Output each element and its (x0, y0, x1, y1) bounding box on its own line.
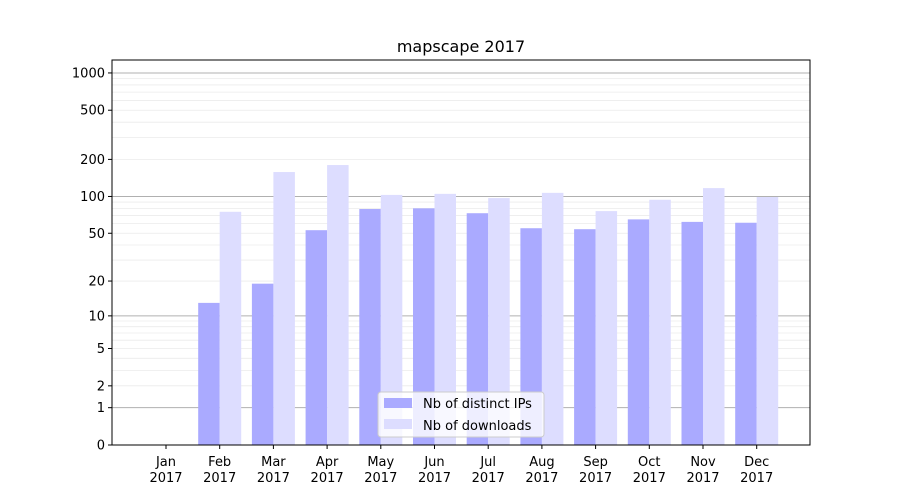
bar-distinct-ips (251, 283, 274, 445)
x-tick-label: Sep 2017 (579, 455, 612, 486)
x-tick-label: Jun 2017 (418, 455, 451, 486)
bar-downloads (273, 172, 295, 445)
y-tick-label: 50 (88, 227, 105, 242)
bar-downloads (488, 198, 510, 445)
bar-distinct-ips (520, 228, 542, 445)
y-tick-label: 100 (80, 190, 105, 205)
bar-downloads (756, 197, 779, 445)
bar-distinct-ips (305, 230, 328, 445)
y-tick-label: 10 (88, 309, 105, 324)
x-tick-label: Mar 2017 (257, 455, 290, 486)
y-tick-label: 0 (97, 439, 105, 454)
y-tick-label: 5 (97, 342, 105, 357)
x-tick-label: Jul 2017 (472, 455, 505, 486)
bar-downloads (380, 194, 403, 445)
x-tick-label: Apr 2017 (311, 455, 344, 486)
bar-downloads (649, 199, 671, 445)
bar-distinct-ips (413, 208, 435, 445)
y-tick-label: 200 (80, 153, 105, 168)
legend-swatch-ips (384, 398, 412, 408)
bar-distinct-ips (627, 219, 650, 445)
bar-downloads (703, 188, 725, 446)
bar-downloads (595, 211, 618, 445)
x-tick-label: Jan 2017 (149, 455, 182, 486)
chart-title: mapscape 2017 (397, 37, 525, 56)
bar-downloads (219, 211, 242, 445)
y-tick-label: 20 (88, 275, 105, 290)
bar-distinct-ips (466, 213, 489, 445)
bar-distinct-ips (681, 221, 703, 445)
bar-distinct-ips (574, 229, 596, 445)
x-tick-label: Nov 2017 (686, 455, 719, 486)
axes-frame (111, 59, 811, 446)
bar-downloads (541, 192, 564, 445)
y-tick-label: 2 (97, 379, 105, 394)
x-tick-label: Oct 2017 (633, 455, 666, 486)
legend-label-downloads: Nb of downloads (423, 419, 532, 434)
y-tick-label: 500 (80, 104, 105, 119)
x-tick-label: Aug 2017 (525, 455, 558, 486)
x-axis: Jan 2017 Feb 2017 Mar 2017 Apr 2017 May 2017 Jun 20… (149, 445, 773, 486)
bar-downloads (327, 165, 349, 445)
bars (198, 165, 779, 446)
legend-box (377, 391, 545, 438)
x-tick-label: Dec 2017 (740, 455, 773, 486)
legend-swatch-downloads (384, 419, 412, 429)
y-tick-label: 1000 (72, 66, 105, 81)
y-tick-label: 1 (97, 401, 105, 416)
bar-distinct-ips (198, 302, 220, 445)
bar-distinct-ips (359, 209, 381, 445)
y-axis: 0 1 2 5 10 20 50 100 200 500 1000 (72, 66, 112, 454)
legend: Nb of distinct IPs Nb of downloads (377, 391, 545, 438)
x-tick-label: May 2017 (364, 455, 397, 486)
x-tick-label: Feb 2017 (203, 455, 236, 486)
bar-downloads (434, 193, 456, 445)
legend-label-ips: Nb of distinct IPs (423, 397, 532, 412)
bar-distinct-ips (735, 222, 757, 445)
